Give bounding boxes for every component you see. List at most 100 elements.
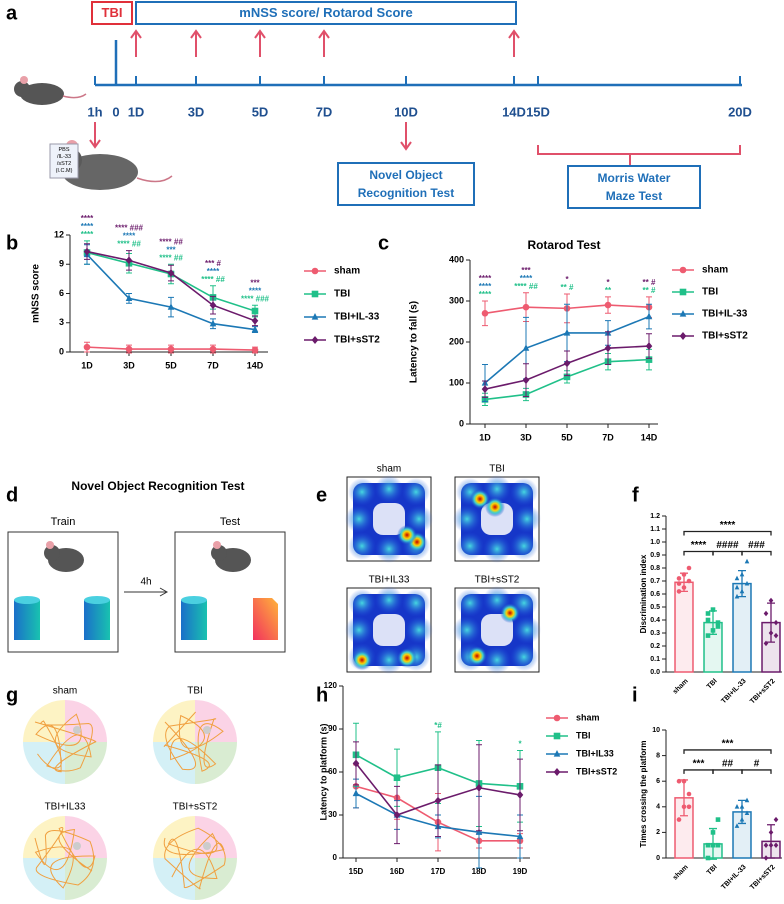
- data-point: [393, 811, 401, 819]
- y-axis-label: Times crossing the platform: [639, 741, 648, 848]
- data-point: [773, 632, 779, 639]
- y-axis-label: mNSS score: [31, 264, 42, 323]
- y-tick-label: 0.1: [650, 656, 660, 663]
- significance-bracket: [683, 769, 714, 774]
- legend-marker: [553, 714, 561, 722]
- pool-quadrant: [23, 742, 65, 784]
- legend-label: TBI+sST2: [702, 331, 748, 342]
- swim-track: [163, 711, 224, 772]
- arrow: [89, 122, 101, 149]
- legend-marker: [311, 267, 319, 275]
- heatmap-center: [373, 614, 405, 646]
- y-tick-label: 0.9: [650, 552, 660, 559]
- y-tick-label: 0.8: [650, 565, 660, 572]
- train-box: [7, 531, 119, 653]
- data-point: [686, 804, 692, 810]
- significance-label: *: [565, 275, 569, 284]
- novel-box: [337, 162, 475, 206]
- x-tick-label: TBI+sST2: [749, 864, 777, 892]
- x-tick-label: 5D: [561, 432, 573, 442]
- significance-label: ****: [123, 232, 136, 241]
- novel-label: Novel Object Recognition Test: [358, 168, 454, 200]
- data-point: [744, 580, 750, 586]
- y-tick-label: 0.7: [650, 578, 660, 585]
- significance-bracket: [741, 769, 772, 774]
- significance-label: ****: [249, 286, 262, 295]
- heatmap-blob: [510, 532, 538, 560]
- significance-label: **** ##: [514, 282, 538, 291]
- significance-label: ***: [250, 278, 260, 287]
- legend-marker: [311, 336, 319, 344]
- data-point: [516, 832, 524, 840]
- data-point: [209, 345, 217, 353]
- data-point: [167, 303, 175, 310]
- y-tick-label: 0: [459, 418, 464, 428]
- panel-label: d: [6, 484, 18, 506]
- data-point: [604, 301, 612, 309]
- x-tick-label: 1D: [479, 432, 491, 442]
- significance-label: *#: [434, 721, 442, 730]
- heatmap-hotspot: [397, 525, 417, 545]
- x-tick-label: 5D: [165, 360, 177, 370]
- legend-label: sham: [576, 712, 600, 722]
- y-axis-label: Latency to fall (s): [409, 301, 420, 383]
- line: /sST2: [57, 161, 71, 167]
- data-point: [768, 630, 774, 636]
- heatmap-hotspot: [485, 497, 505, 517]
- data-point: [715, 842, 721, 848]
- data-point: [734, 823, 740, 828]
- pool-quadrant: [65, 700, 107, 742]
- significance-label: ****: [691, 540, 707, 551]
- data-point: [705, 633, 711, 638]
- y-tick-label: 0: [656, 855, 660, 862]
- data-point: [710, 842, 716, 848]
- data-point: [739, 816, 745, 822]
- panel-label: g: [6, 684, 18, 706]
- significance-label: **: [605, 286, 612, 295]
- platform: [73, 842, 81, 850]
- y-tick-label: 90: [328, 724, 337, 733]
- data-point: [715, 620, 721, 625]
- data-point: [763, 855, 769, 861]
- train-label: Train: [51, 516, 76, 528]
- data-point: [739, 571, 745, 577]
- bracket: [537, 145, 741, 166]
- significance-label: ** #: [643, 278, 656, 287]
- heatmap-blob: [456, 532, 484, 560]
- heatmap-blob: [348, 478, 376, 506]
- y-tick-label: 6: [59, 288, 64, 298]
- x-tick-label: TBI+sST2: [749, 678, 777, 706]
- interval-label: 4h: [140, 577, 151, 588]
- heatmap-label: TBI+IL33: [369, 575, 410, 586]
- significance-label: ****: [81, 222, 94, 231]
- data-point: [167, 269, 175, 277]
- bar: [674, 581, 694, 673]
- data-point: [686, 791, 692, 797]
- y-tick-label: 0.4: [650, 617, 660, 624]
- data-point: [125, 345, 133, 353]
- data-point: [705, 617, 711, 623]
- y-tick-label: 200: [449, 336, 464, 346]
- data-point: [475, 828, 483, 835]
- syringe-label-box: [49, 143, 79, 179]
- y-tick-label: 12: [54, 229, 64, 239]
- timeline-tick-label: 14D: [502, 104, 526, 119]
- legend-marker: [679, 310, 687, 317]
- heatmap-label: TBI+sST2: [475, 575, 520, 586]
- timeline-panel: TBI mNSS score/ Rotarod Score Novel Obje…: [14, 1, 742, 209]
- x-tick-label: TBI+IL-33: [720, 864, 747, 891]
- panel-label: b: [6, 232, 18, 254]
- data-point: [251, 325, 259, 333]
- x-tick-label: 14D: [641, 432, 658, 442]
- x-tick-label: sham: [672, 864, 690, 882]
- up-arrow: [190, 29, 202, 57]
- significance-label: ***: [693, 759, 705, 770]
- tbi-label: TBI: [102, 5, 123, 20]
- heatmap-label: TBI: [489, 464, 505, 475]
- significance-label: #: [754, 759, 760, 770]
- up-arrow: [508, 29, 520, 57]
- legend-label: sham: [702, 265, 728, 276]
- data-point: [734, 575, 740, 581]
- platform: [73, 726, 81, 734]
- test-box: [174, 531, 286, 653]
